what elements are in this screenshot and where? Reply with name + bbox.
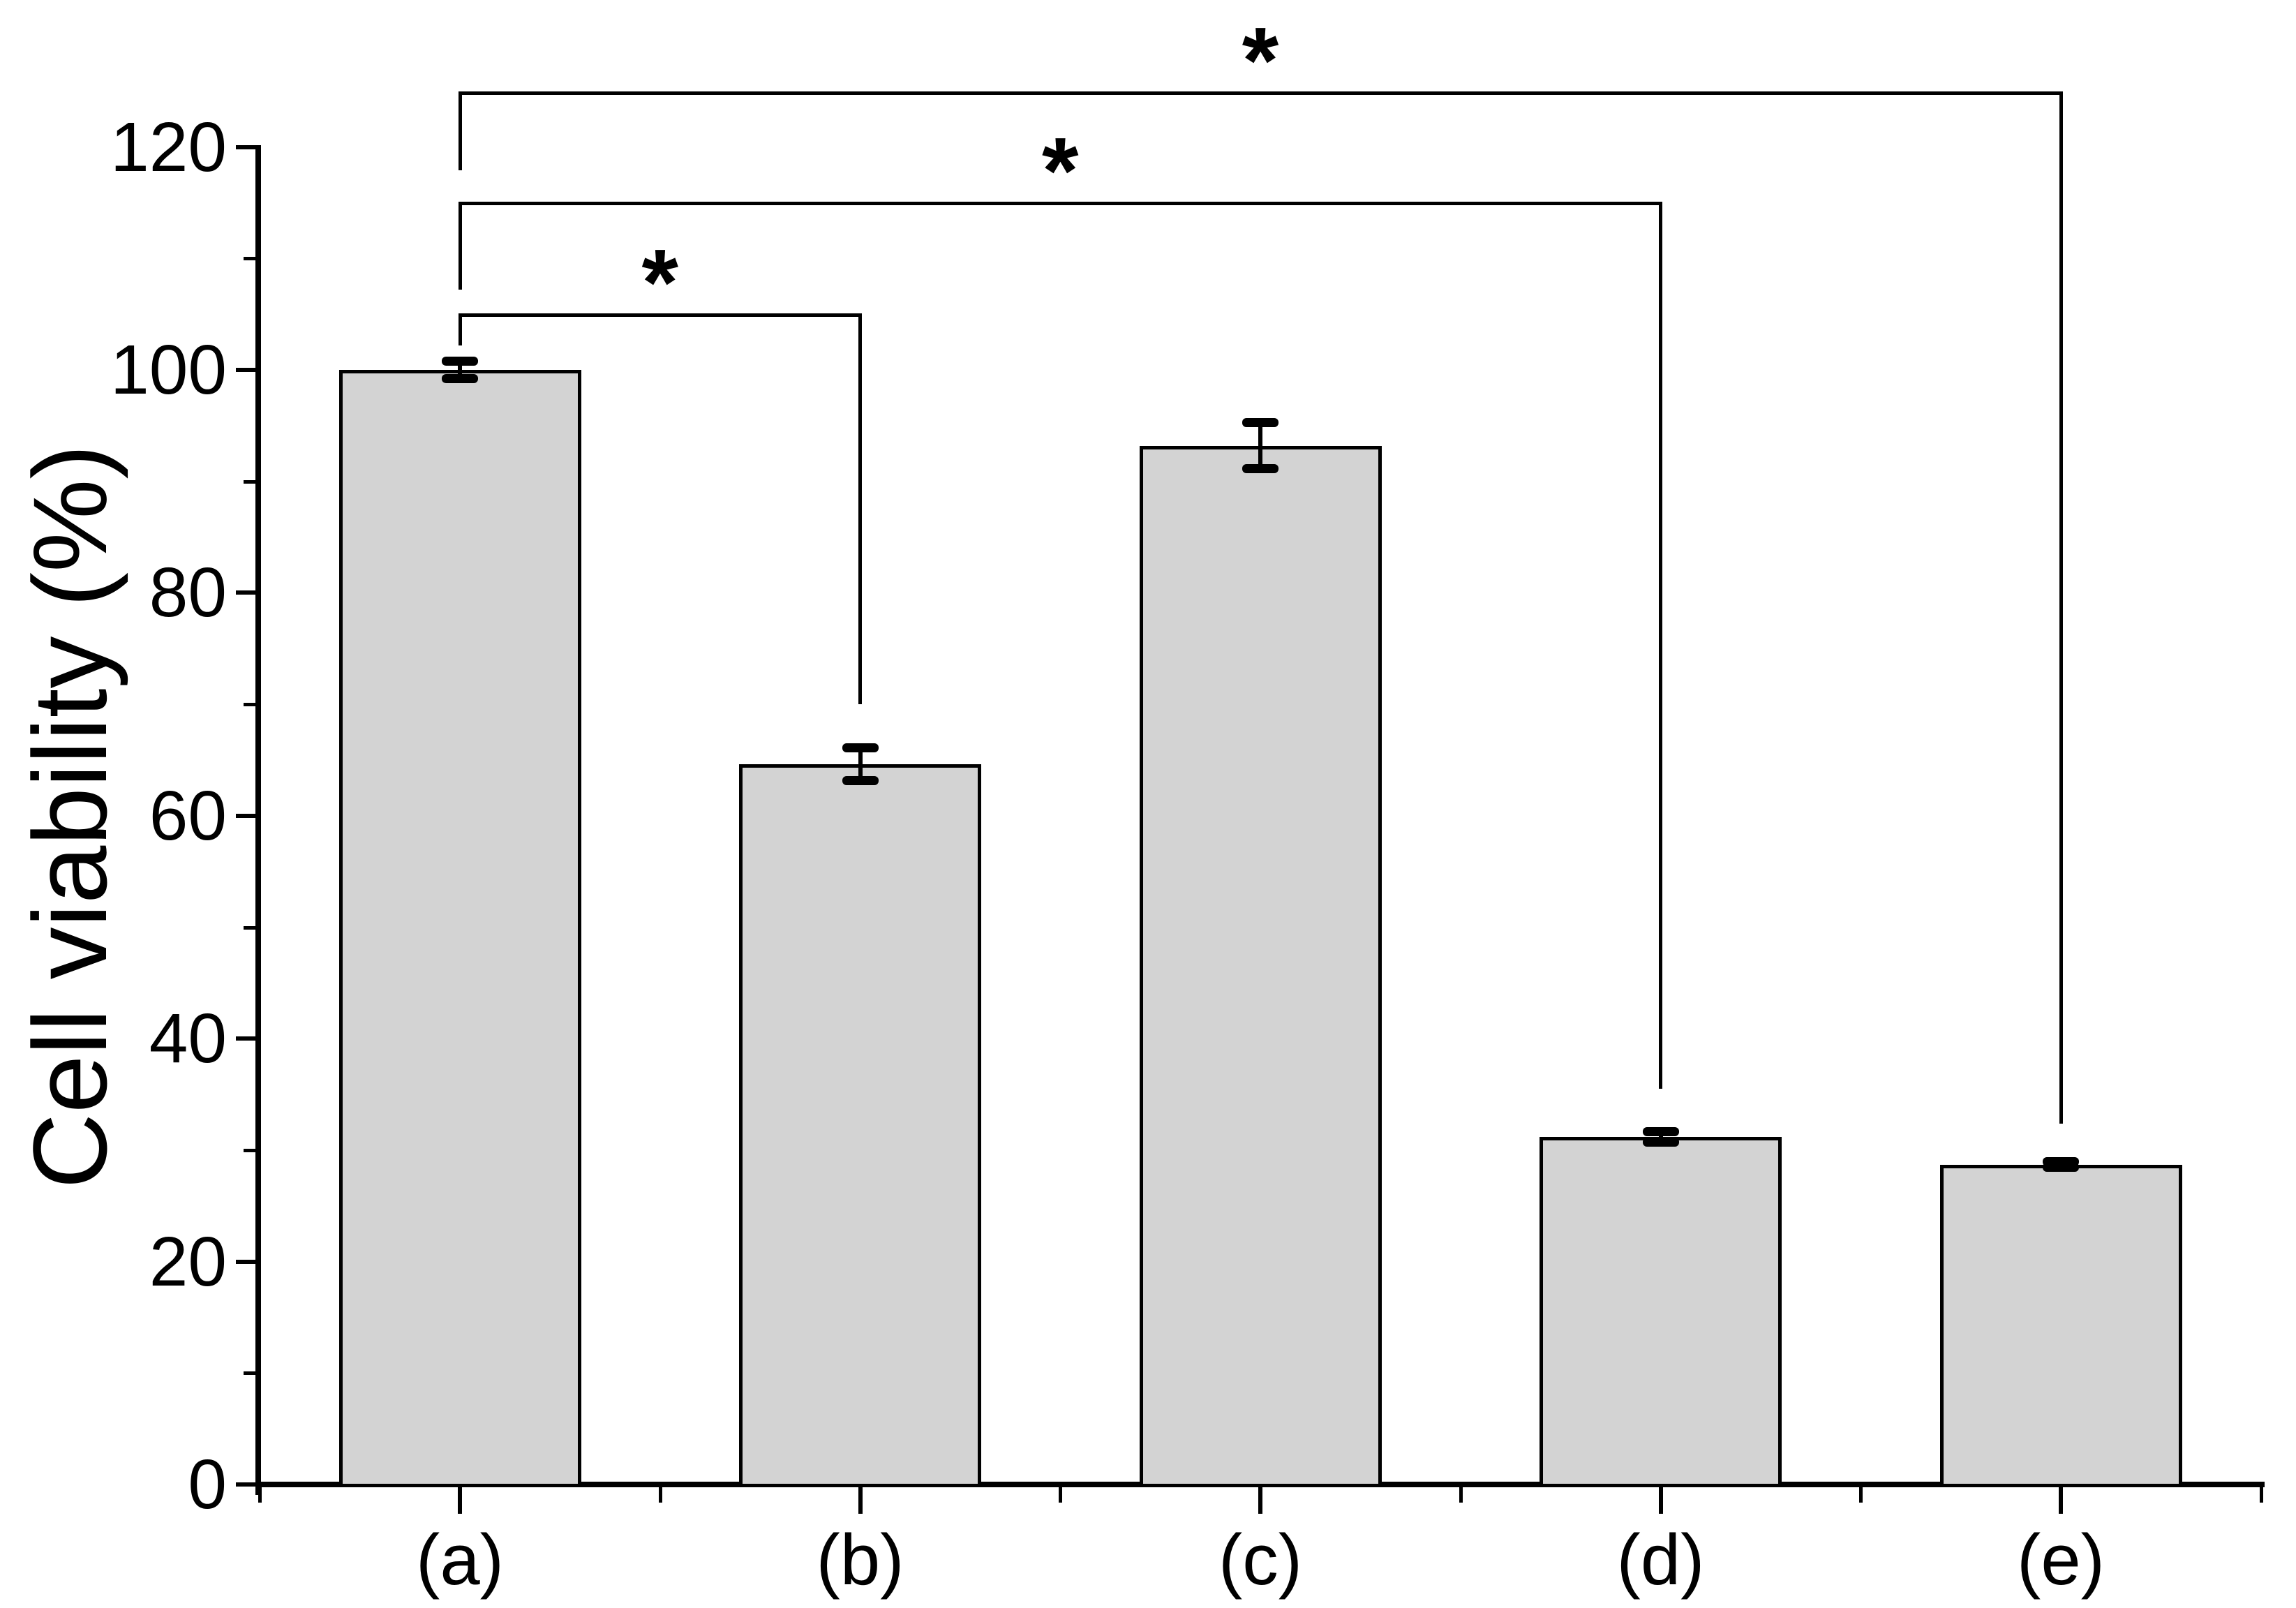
error-cap-top-(c): [1242, 418, 1279, 428]
error-cap-bottom-(d): [1642, 1137, 1679, 1147]
significance-bracket-left-(a)-(b): [458, 313, 462, 345]
y-tick-0: [236, 1482, 255, 1487]
significance-bracket-right-(a)-(d): [1659, 201, 1662, 1089]
error-bar-(b): [858, 747, 863, 782]
y-minor-tick-30: [244, 1148, 255, 1152]
y-tick-label-20: 20: [149, 1222, 227, 1301]
y-tick-label-40: 40: [149, 999, 227, 1078]
x-tick-(c): [1258, 1487, 1262, 1514]
y-minor-tick-90: [244, 479, 255, 484]
y-minor-tick-70: [244, 703, 255, 707]
bar-(e): [1939, 1164, 2182, 1487]
error-cap-top-(a): [442, 357, 478, 366]
significance-asterisk-(a)-(b): *: [641, 229, 679, 335]
x-minor-tick-1: [658, 1487, 662, 1503]
x-tick-(a): [458, 1487, 462, 1514]
x-tick-(d): [1658, 1487, 1663, 1514]
y-tick-100: [236, 368, 255, 372]
significance-asterisk-(a)-(e): *: [1242, 7, 1279, 113]
significance-bracket-top-(a)-(b): [458, 313, 862, 317]
x-category-label-(c): (c): [1218, 1519, 1303, 1600]
bar-(c): [1139, 445, 1382, 1487]
bar-(d): [1540, 1136, 1782, 1487]
error-cap-bottom-(a): [442, 373, 478, 383]
x-category-label-(a): (a): [416, 1519, 504, 1600]
y-minor-tick-50: [244, 925, 255, 930]
error-bar-(a): [458, 361, 462, 379]
error-cap-bottom-(e): [2043, 1163, 2079, 1172]
error-cap-top-(b): [842, 743, 879, 753]
x-minor-tick-3: [1459, 1487, 1463, 1503]
significance-bracket-right-(a)-(e): [2059, 91, 2063, 1124]
error-bar-(c): [1258, 422, 1262, 470]
error-bar-(d): [1658, 1131, 1663, 1142]
bar-(b): [739, 764, 981, 1487]
y-tick-60: [236, 813, 255, 818]
error-cap-bottom-(b): [842, 776, 879, 786]
y-tick-120: [236, 144, 255, 149]
x-minor-tick-2: [1059, 1487, 1063, 1503]
x-tick-(b): [858, 1487, 863, 1514]
y-tick-label-0: 0: [188, 1445, 227, 1524]
x-minor-tick-5: [2259, 1487, 2263, 1503]
bar-(a): [338, 370, 581, 1487]
y-tick-40: [236, 1036, 255, 1041]
error-cap-top-(d): [1642, 1126, 1679, 1136]
significance-bracket-left-(a)-(d): [458, 201, 462, 290]
significance-bracket-top-(a)-(e): [458, 91, 2063, 95]
y-tick-label-80: 80: [149, 553, 227, 632]
y-axis-line: [255, 144, 261, 1495]
y-tick-label-120: 120: [110, 107, 227, 186]
x-tick-(e): [2059, 1487, 2063, 1514]
x-minor-tick-0: [258, 1487, 262, 1503]
x-minor-tick-4: [1859, 1487, 1863, 1503]
significance-asterisk-(a)-(d): *: [1041, 117, 1079, 223]
y-minor-tick-110: [244, 257, 255, 261]
significance-bracket-right-(a)-(b): [858, 313, 862, 705]
y-tick-label-60: 60: [149, 776, 227, 855]
x-category-label-(b): (b): [816, 1519, 904, 1600]
x-category-label-(d): (d): [1616, 1519, 1705, 1600]
y-tick-80: [236, 590, 255, 595]
y-tick-20: [236, 1259, 255, 1264]
significance-bracket-left-(a)-(e): [458, 91, 462, 171]
error-cap-bottom-(c): [1242, 464, 1279, 474]
x-category-label-(e): (e): [2017, 1519, 2105, 1600]
y-tick-label-100: 100: [110, 331, 227, 409]
y-minor-tick-10: [244, 1371, 255, 1376]
significance-bracket-top-(a)-(d): [458, 201, 1662, 205]
